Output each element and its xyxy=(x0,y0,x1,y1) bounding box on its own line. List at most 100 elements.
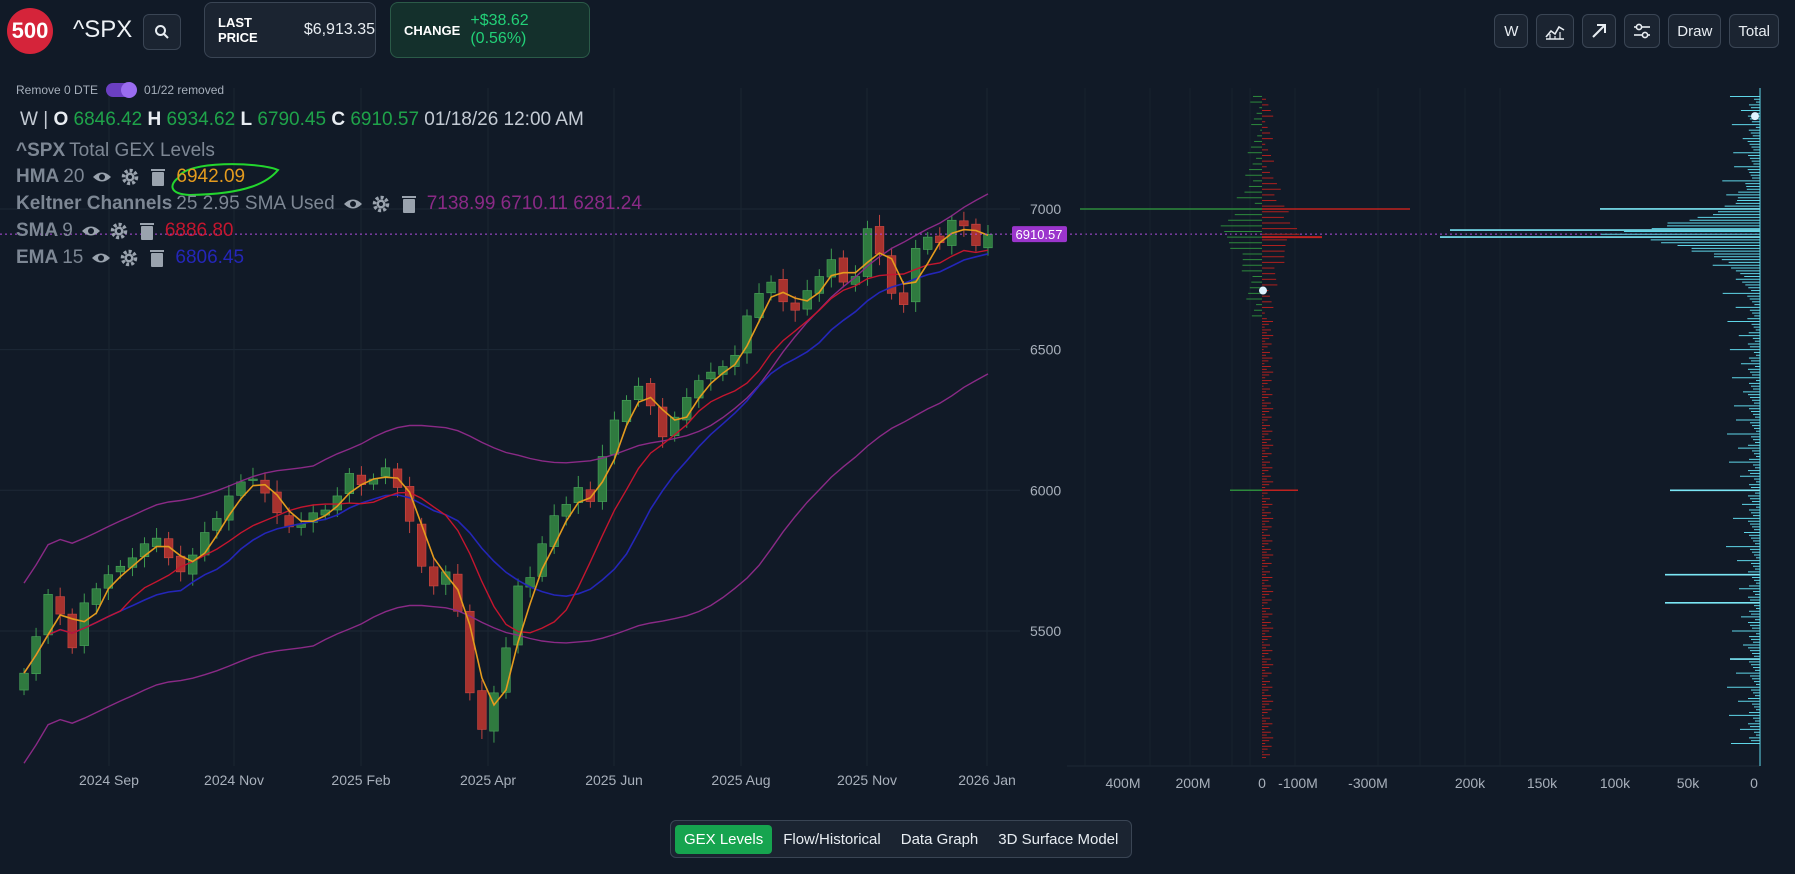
low-label: L xyxy=(240,109,253,130)
toolbar: W Draw Total xyxy=(1494,14,1779,48)
candle-body xyxy=(585,489,595,502)
sliders-icon xyxy=(1634,23,1651,39)
trash-icon[interactable] xyxy=(147,248,167,268)
tab-data-graph[interactable]: Data Graph xyxy=(900,830,979,848)
candle-body xyxy=(200,532,210,556)
candle-body xyxy=(332,495,342,511)
trend-arrow-icon xyxy=(1592,24,1607,38)
tab-3d-surface-model[interactable]: 3D Surface Model xyxy=(998,830,1119,848)
indicator-values: 6806.45 xyxy=(175,247,245,268)
candle-body xyxy=(645,383,656,407)
candle-body xyxy=(55,596,65,615)
candle-body xyxy=(501,647,511,693)
candle-body xyxy=(163,538,174,559)
tab-flow-historical[interactable]: Flow/Historical xyxy=(783,830,881,848)
candle-body xyxy=(429,566,439,587)
indicator-hma: HMA 20 6942.09 xyxy=(16,166,245,188)
trash-icon[interactable] xyxy=(137,221,157,241)
candle-body xyxy=(754,293,764,318)
eye-icon[interactable] xyxy=(92,167,112,187)
trash-icon[interactable] xyxy=(148,167,168,187)
candle-body xyxy=(417,523,427,567)
candle-body xyxy=(959,220,969,227)
x-tick-label: 2025 Nov xyxy=(837,772,897,788)
candle-body xyxy=(308,512,318,523)
candle-body xyxy=(224,495,234,521)
chart-overlay: Remove 0 DTE 01/22 removed xyxy=(16,82,225,98)
last-price-value: $6,913.35 xyxy=(303,21,375,38)
indicators-button[interactable] xyxy=(1536,14,1575,48)
candle-body xyxy=(911,248,921,303)
search-icon xyxy=(155,25,169,39)
candle-body xyxy=(706,371,716,380)
oi-tick-label: 50k xyxy=(1677,775,1701,791)
candle-body xyxy=(188,554,198,575)
candle-body xyxy=(236,481,246,496)
draw-button[interactable]: Draw xyxy=(1668,14,1722,48)
indicator-keltner: Keltner Channels 25 2.95 SMA Used 7138.9… xyxy=(16,193,642,215)
separator: | xyxy=(43,109,49,130)
gex-tick-label: -300M xyxy=(1348,775,1388,791)
candle-body xyxy=(670,416,680,437)
oi-tick-label: 0 xyxy=(1750,775,1758,791)
price-marker-bg xyxy=(1012,226,1067,243)
trash-icon[interactable] xyxy=(399,194,419,214)
indicator-name: SMA xyxy=(16,220,59,241)
period-label: W xyxy=(20,109,38,130)
gex-title: Total GEX Levels xyxy=(69,140,215,161)
gear-icon[interactable] xyxy=(109,221,129,241)
indicator-values: 6942.09 xyxy=(176,166,246,187)
timeframe-button[interactable]: W xyxy=(1494,14,1529,48)
candle-body xyxy=(465,610,475,694)
chart-icon xyxy=(1545,25,1565,40)
x-tick-label: 2026 Jan xyxy=(958,772,1016,788)
candle-body xyxy=(272,491,282,514)
candle-body xyxy=(573,487,583,503)
settings-button[interactable] xyxy=(1624,14,1661,48)
high-label: H xyxy=(147,109,162,130)
candle-body xyxy=(730,354,740,367)
removed-date: 01/22 removed xyxy=(144,83,225,97)
candle-body xyxy=(380,467,391,477)
low-value: 6790.45 xyxy=(257,109,327,130)
indicator-params: 25 2.95 SMA Used xyxy=(176,193,335,214)
y-tick-label: 7000 xyxy=(1030,201,1061,217)
gear-icon[interactable] xyxy=(119,248,139,268)
candle-body xyxy=(742,315,752,354)
candle-body xyxy=(453,573,463,612)
candle-body xyxy=(658,406,668,438)
remove-0dte-toggle[interactable] xyxy=(106,82,138,98)
gex-flip-marker xyxy=(1259,286,1267,295)
total-button[interactable]: Total xyxy=(1729,14,1779,48)
candle-body xyxy=(260,479,270,494)
eye-icon[interactable] xyxy=(81,221,101,241)
keltner-upper-line xyxy=(23,193,989,584)
indicator-params: 15 xyxy=(62,247,84,268)
bar-datetime: 01/18/26 12:00 AM xyxy=(424,109,584,130)
gear-icon[interactable] xyxy=(371,194,391,214)
eye-icon[interactable] xyxy=(91,248,111,268)
tab-gex-levels[interactable]: GEX Levels xyxy=(675,824,773,854)
gex-tick-label: -100M xyxy=(1278,775,1318,791)
candle-body xyxy=(248,478,258,481)
candle-body xyxy=(898,292,909,305)
view-tabs: GEX Levels Flow/Historical Data Graph 3D… xyxy=(670,820,1133,858)
search-button[interactable] xyxy=(143,14,181,50)
logo[interactable]: 500 xyxy=(7,8,53,54)
candle-body xyxy=(790,302,800,311)
candle-body xyxy=(778,279,788,303)
candle-body xyxy=(621,399,632,422)
oi-tick-label: 200k xyxy=(1455,775,1486,791)
candle-body xyxy=(537,543,547,577)
candle-body xyxy=(826,259,836,278)
eye-icon[interactable] xyxy=(343,194,363,214)
candle-body xyxy=(633,385,644,401)
x-tick-label: 2025 Aug xyxy=(711,772,770,788)
x-tick-label: 2025 Feb xyxy=(331,772,390,788)
candle-body xyxy=(115,565,126,573)
trend-line-button[interactable] xyxy=(1582,14,1617,48)
indicator-params: 20 xyxy=(63,166,85,187)
gear-icon[interactable] xyxy=(120,167,140,187)
candle-body xyxy=(597,456,608,502)
